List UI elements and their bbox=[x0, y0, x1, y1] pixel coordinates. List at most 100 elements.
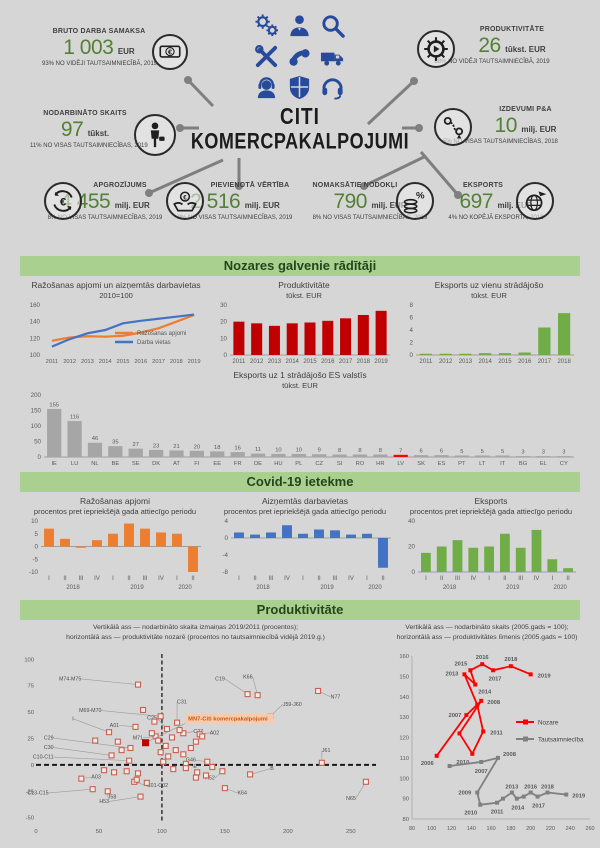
svg-text:C19: C19 bbox=[215, 676, 225, 682]
svg-text:III: III bbox=[78, 576, 83, 582]
svg-text:EL: EL bbox=[540, 461, 548, 467]
svg-text:140: 140 bbox=[399, 695, 409, 701]
svg-text:0: 0 bbox=[34, 829, 37, 835]
stat-unit: tūkst. bbox=[87, 129, 110, 138]
svg-text:J61: J61 bbox=[322, 748, 331, 754]
svg-text:2020: 2020 bbox=[368, 585, 382, 591]
percent-coins-icon: % bbox=[396, 182, 434, 220]
svg-text:50: 50 bbox=[34, 438, 41, 445]
chart-title: Eksports uz vienu strādājošo bbox=[434, 280, 544, 290]
svg-text:IT: IT bbox=[500, 461, 506, 467]
svg-text:2015: 2015 bbox=[303, 359, 317, 365]
gears-icon bbox=[254, 13, 279, 43]
stat-label: APGROZĪJUMS bbox=[93, 182, 147, 189]
svg-text:C31: C31 bbox=[177, 700, 187, 706]
svg-text:80: 80 bbox=[403, 817, 409, 823]
svg-text:IV: IV bbox=[158, 576, 164, 582]
svg-text:II: II bbox=[63, 576, 67, 582]
svg-text:-8: -8 bbox=[222, 569, 228, 576]
svg-text:M74-M75: M74-M75 bbox=[59, 676, 81, 682]
svg-text:€: € bbox=[183, 194, 187, 201]
svg-text:2017: 2017 bbox=[152, 359, 165, 365]
svg-text:100: 100 bbox=[31, 423, 42, 430]
svg-text:I: I bbox=[425, 576, 427, 582]
svg-text:20: 20 bbox=[194, 444, 200, 450]
stat-unit: tūkst. EUR bbox=[505, 45, 546, 54]
svg-text:MN7-Citi komercpakalpojumi: MN7-Citi komercpakalpojumi bbox=[188, 717, 268, 723]
svg-text:LU: LU bbox=[71, 461, 78, 467]
svg-text:Ražošanas apjomi: Ražošanas apjomi bbox=[137, 331, 186, 337]
svg-text:€: € bbox=[168, 47, 172, 56]
svg-text:N65: N65 bbox=[346, 796, 356, 802]
svg-text:FR: FR bbox=[234, 461, 242, 467]
svg-text:18: 18 bbox=[214, 445, 220, 451]
svg-text:C29: C29 bbox=[44, 736, 54, 742]
scatter-path-sector-vs-economy: 80 90 100 110 120 130 140 150 160 80 100 120 140 160 1… bbox=[390, 650, 596, 839]
svg-text:HR: HR bbox=[376, 461, 384, 467]
svg-text:IV: IV bbox=[534, 576, 540, 582]
svg-text:90: 90 bbox=[403, 797, 409, 803]
svg-text:2018: 2018 bbox=[443, 585, 457, 591]
svg-text:0: 0 bbox=[412, 569, 416, 576]
svg-text:150: 150 bbox=[399, 674, 409, 680]
svg-text:6: 6 bbox=[440, 448, 443, 454]
svg-text:HU: HU bbox=[274, 461, 282, 467]
svg-text:35: 35 bbox=[112, 439, 118, 445]
svg-text:II: II bbox=[503, 576, 507, 582]
svg-text:260: 260 bbox=[585, 826, 594, 832]
svg-text:SE: SE bbox=[132, 461, 140, 467]
svg-text:23: 23 bbox=[153, 443, 159, 449]
svg-text:2018: 2018 bbox=[357, 359, 371, 365]
stat-unit: milj. EUR bbox=[114, 201, 150, 210]
covid-chart-exports: Eksports procentos pret iepriekšējā gada … bbox=[402, 496, 580, 596]
svg-text:€: € bbox=[60, 196, 67, 208]
svg-text:G46: G46 bbox=[186, 758, 196, 764]
svg-text:2019: 2019 bbox=[188, 359, 201, 365]
page-title-line2: KOMERCPAKALPOJUMI bbox=[190, 128, 410, 154]
svg-text:0: 0 bbox=[38, 454, 42, 461]
stat-unit: milj. EUR bbox=[371, 201, 407, 210]
svg-text:SI: SI bbox=[337, 461, 343, 467]
stat-note: 8% NO VISAS TAUTSAIMNIECĪBAS, 2019 bbox=[47, 215, 163, 221]
svg-text:8: 8 bbox=[338, 448, 341, 454]
stat-rd-expenditure: IZDEVUMI P&A 10 milj. EUR 5% NO VISAS TA… bbox=[418, 106, 583, 146]
stat-gross-wage: € BRUTO DARBA SAMAKSA 1 003 EUR 93% NO V… bbox=[36, 28, 188, 70]
stat-value: 97 bbox=[60, 118, 84, 141]
svg-text:2014: 2014 bbox=[99, 359, 113, 365]
svg-text:4: 4 bbox=[225, 518, 229, 525]
svg-text:10: 10 bbox=[296, 447, 302, 453]
svg-text:2013: 2013 bbox=[505, 785, 519, 791]
banknote-euro-icon: € bbox=[152, 34, 188, 70]
chart-subtitle: procentos pret iepriekšējā gada attiecīg… bbox=[33, 506, 197, 516]
magnifier-icon bbox=[320, 13, 345, 43]
svg-text:CZ: CZ bbox=[315, 461, 323, 467]
svg-text:2006: 2006 bbox=[421, 761, 435, 767]
stat-unit: milj. EUR bbox=[244, 201, 280, 210]
svg-text:2019: 2019 bbox=[538, 673, 552, 679]
svg-text:200: 200 bbox=[283, 829, 293, 835]
covid-chart-production: Ražošanas apjomi procentos pret iepriekšē… bbox=[25, 496, 205, 596]
svg-text:2018: 2018 bbox=[541, 785, 555, 791]
svg-text:2014: 2014 bbox=[478, 359, 492, 365]
svg-text:-4: -4 bbox=[222, 552, 228, 559]
svg-text:2010: 2010 bbox=[456, 760, 469, 766]
svg-text:BG: BG bbox=[519, 461, 528, 467]
svg-text:C01-C02: C01-C02 bbox=[147, 783, 168, 789]
stat-note: 88% NO VIDĒJI TAUTSAIMNIECĪBĀ, 2019 bbox=[434, 59, 550, 65]
euro-cycle-icon: € bbox=[44, 182, 82, 220]
svg-text:-10: -10 bbox=[29, 569, 39, 576]
svg-text:140: 140 bbox=[467, 826, 476, 832]
svg-text:116: 116 bbox=[70, 414, 79, 420]
svg-text:2009: 2009 bbox=[458, 791, 472, 797]
svg-text:10: 10 bbox=[275, 447, 281, 453]
svg-text:2013: 2013 bbox=[459, 359, 473, 365]
chart-subtitle: procentos pret iepriekšējā gada attiecīg… bbox=[409, 506, 573, 516]
stat-value-added: € PIEVIENOTĀ VĒRTĪBA 2 516 milj. EUR 9% … bbox=[166, 182, 304, 221]
svg-text:2013: 2013 bbox=[81, 359, 94, 365]
stat-note: 4% NO KOPĒJĀ EKSPORTA, 2018 bbox=[448, 215, 544, 221]
svg-text:II: II bbox=[440, 576, 444, 582]
headset-icon bbox=[320, 75, 345, 105]
svg-text:IV: IV bbox=[94, 576, 100, 582]
svg-text:BE: BE bbox=[111, 461, 119, 467]
svg-text:8: 8 bbox=[358, 448, 361, 454]
